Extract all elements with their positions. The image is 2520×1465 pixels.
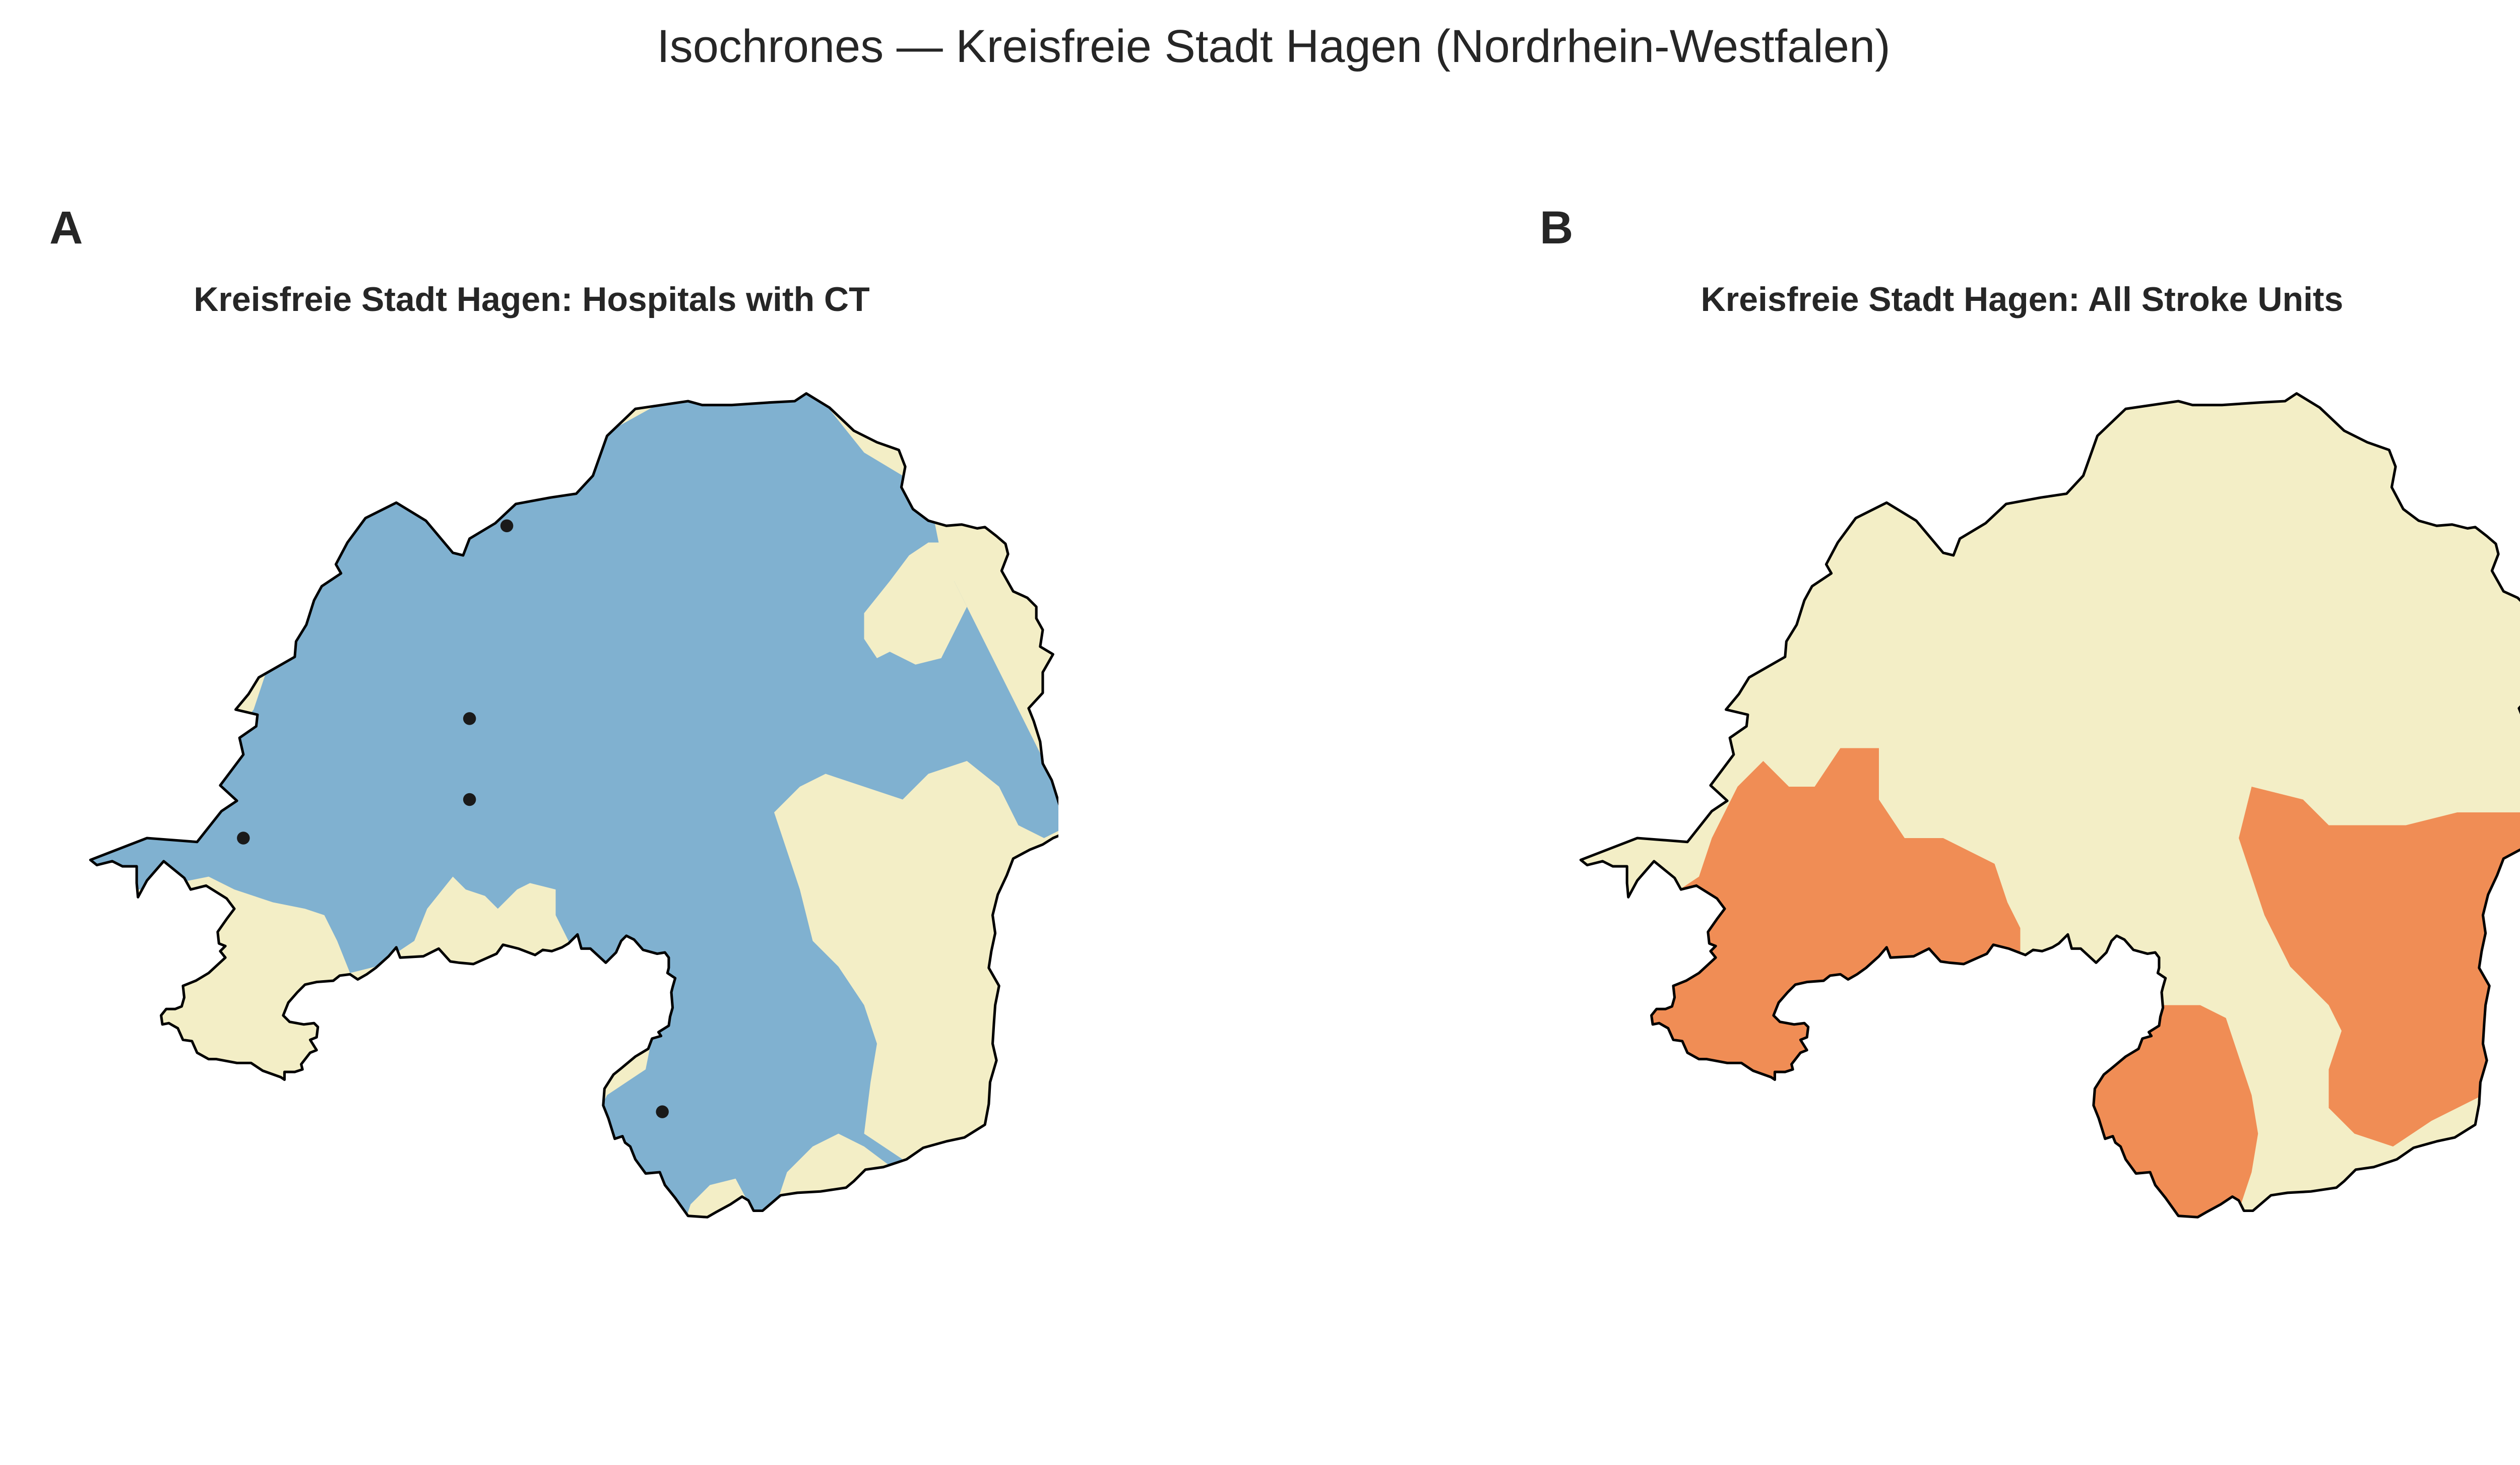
a-cream-island-east (864, 542, 967, 665)
hospital-marker (463, 712, 476, 725)
panel-a-map (0, 328, 1058, 1465)
panel-b-map-svg (1579, 392, 2520, 1219)
a-city-boundary (89, 392, 1058, 1219)
hospital-marker (237, 832, 250, 845)
hospital-marker (656, 1105, 669, 1118)
hospital-marker (500, 519, 514, 533)
hospital-marker (463, 793, 476, 806)
panel-a-title: Kreisfreie Stadt Hagen: Hospitals with C… (194, 280, 870, 319)
panel-b-title: Kreisfreie Stadt Hagen: All Stroke Units (1700, 280, 2344, 319)
panel-b-letter: B (1540, 202, 1573, 253)
a-hospital-markers (237, 519, 669, 1118)
panel-a-map-svg (89, 392, 1058, 1219)
panel-b-map (1490, 328, 2520, 1465)
a-cream-island-north (375, 393, 466, 491)
panel-a-letter: A (49, 202, 83, 253)
figure-title: Isochrones — Kreisfreie Stadt Hagen (Nor… (657, 21, 1891, 72)
b-orange-isochrone-east (2239, 787, 2520, 1147)
b-city-boundary (1579, 392, 2520, 1219)
a-blue-isochrone (90, 393, 1058, 1218)
